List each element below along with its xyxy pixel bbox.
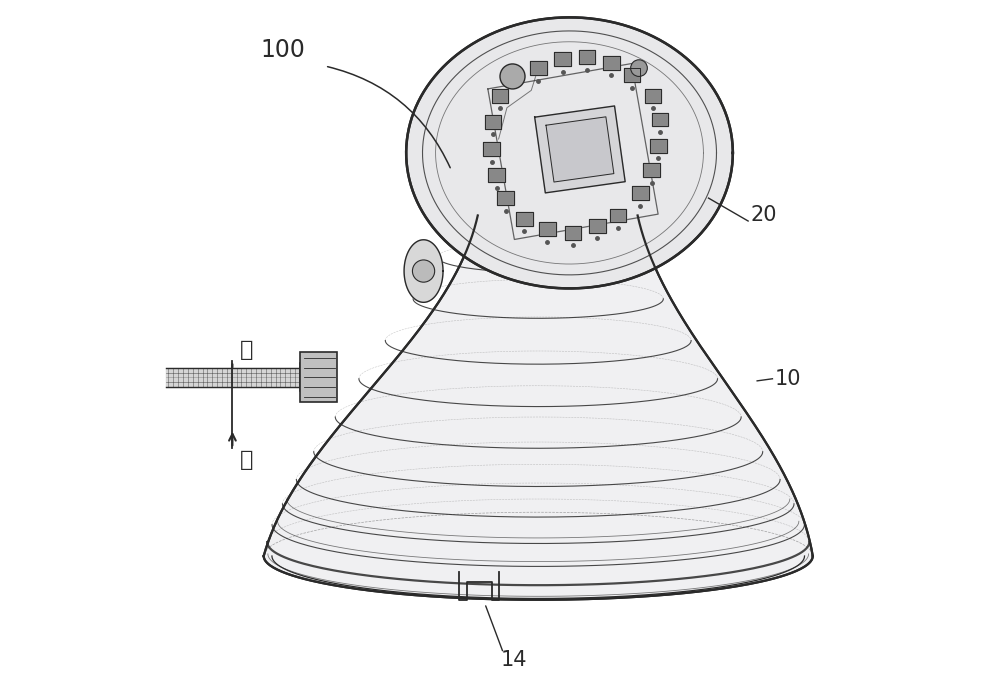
Polygon shape xyxy=(603,56,620,70)
Polygon shape xyxy=(554,52,571,66)
Circle shape xyxy=(631,60,647,76)
FancyArrowPatch shape xyxy=(328,67,450,167)
Circle shape xyxy=(500,64,525,89)
Polygon shape xyxy=(565,226,581,240)
Text: 上: 上 xyxy=(239,340,253,359)
Polygon shape xyxy=(579,50,595,64)
Text: 10: 10 xyxy=(775,369,801,389)
Text: 100: 100 xyxy=(260,38,305,62)
Polygon shape xyxy=(645,89,661,103)
Polygon shape xyxy=(483,142,500,156)
FancyArrowPatch shape xyxy=(486,606,503,651)
Polygon shape xyxy=(632,186,649,200)
Polygon shape xyxy=(488,168,505,182)
Polygon shape xyxy=(652,113,668,126)
Text: 14: 14 xyxy=(501,651,527,670)
Polygon shape xyxy=(539,222,556,236)
Polygon shape xyxy=(624,68,640,82)
Polygon shape xyxy=(264,215,813,556)
Polygon shape xyxy=(535,106,625,193)
Polygon shape xyxy=(610,208,626,222)
Circle shape xyxy=(412,260,435,282)
Polygon shape xyxy=(406,17,733,288)
Polygon shape xyxy=(650,139,667,153)
Polygon shape xyxy=(264,512,813,600)
Bar xyxy=(300,363,324,391)
Text: 20: 20 xyxy=(750,206,777,225)
Polygon shape xyxy=(516,212,533,226)
Polygon shape xyxy=(643,163,660,177)
Polygon shape xyxy=(546,117,614,182)
Polygon shape xyxy=(530,61,547,75)
Polygon shape xyxy=(589,219,606,233)
Polygon shape xyxy=(485,115,501,129)
Text: 下: 下 xyxy=(239,450,253,470)
Polygon shape xyxy=(492,89,508,103)
Bar xyxy=(300,352,337,402)
Polygon shape xyxy=(497,191,514,205)
Polygon shape xyxy=(404,240,443,302)
